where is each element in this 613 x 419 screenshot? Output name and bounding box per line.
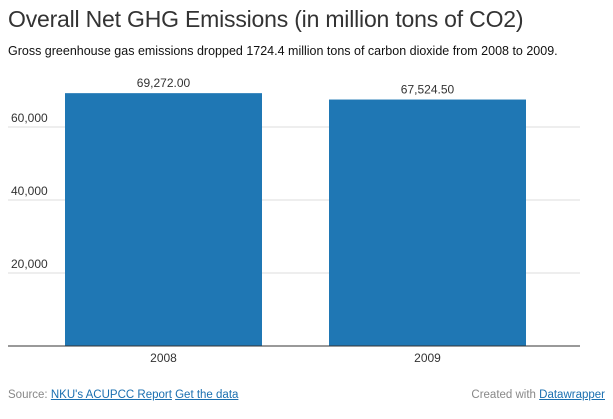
bar [329,99,526,346]
source-prefix: Source: [8,389,48,401]
bar [65,93,262,347]
y-tick-label: 20,000 [11,257,48,271]
bar-value-label: 69,272.00 [137,76,191,90]
x-tick-label: 2008 [150,351,177,365]
footer-source: Source: NKU's ACUPCC Report Get the data [8,389,238,401]
get-data-link[interactable]: Get the data [175,389,239,401]
chart-subtitle: Gross greenhouse gas emissions dropped 1… [8,44,558,58]
chart-title: Overall Net GHG Emissions (in million to… [8,6,524,32]
y-tick-label: 60,000 [11,111,48,125]
created-prefix: Created with [471,389,536,401]
bar-value-label: 67,524.50 [401,83,455,97]
footer-credit: Created with Datawrapper [471,389,605,401]
datawrapper-link[interactable]: Datawrapper [539,389,605,401]
source-link[interactable]: NKU's ACUPCC Report [50,389,172,401]
x-tick-label: 2009 [414,351,441,365]
y-tick-label: 40,000 [11,184,48,198]
